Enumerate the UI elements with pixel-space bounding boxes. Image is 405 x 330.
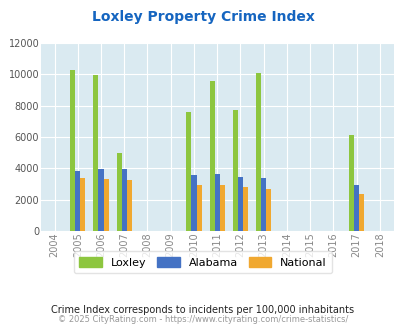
Text: Loxley Property Crime Index: Loxley Property Crime Index [92, 10, 313, 24]
Bar [103, 179, 109, 231]
Bar [243, 187, 247, 231]
Bar [126, 180, 132, 231]
Bar [256, 74, 260, 231]
Bar [75, 171, 80, 231]
Bar [353, 185, 358, 231]
Bar [260, 179, 266, 231]
Bar [196, 185, 201, 231]
Bar [358, 194, 363, 231]
Text: Crime Index corresponds to incidents per 100,000 inhabitants: Crime Index corresponds to incidents per… [51, 305, 354, 315]
Bar [191, 175, 196, 231]
Bar [186, 112, 191, 231]
Bar [80, 178, 85, 231]
Bar [70, 70, 75, 231]
Bar [122, 169, 126, 231]
Bar [348, 135, 353, 231]
Bar [98, 169, 103, 231]
Legend: Loxley, Alabama, National: Loxley, Alabama, National [74, 251, 331, 273]
Text: © 2025 CityRating.com - https://www.cityrating.com/crime-statistics/: © 2025 CityRating.com - https://www.city… [58, 315, 347, 324]
Bar [266, 189, 271, 231]
Bar [93, 75, 98, 231]
Bar [214, 174, 219, 231]
Bar [237, 177, 243, 231]
Bar [116, 153, 121, 231]
Bar [209, 81, 214, 231]
Bar [232, 110, 237, 231]
Bar [219, 185, 224, 231]
